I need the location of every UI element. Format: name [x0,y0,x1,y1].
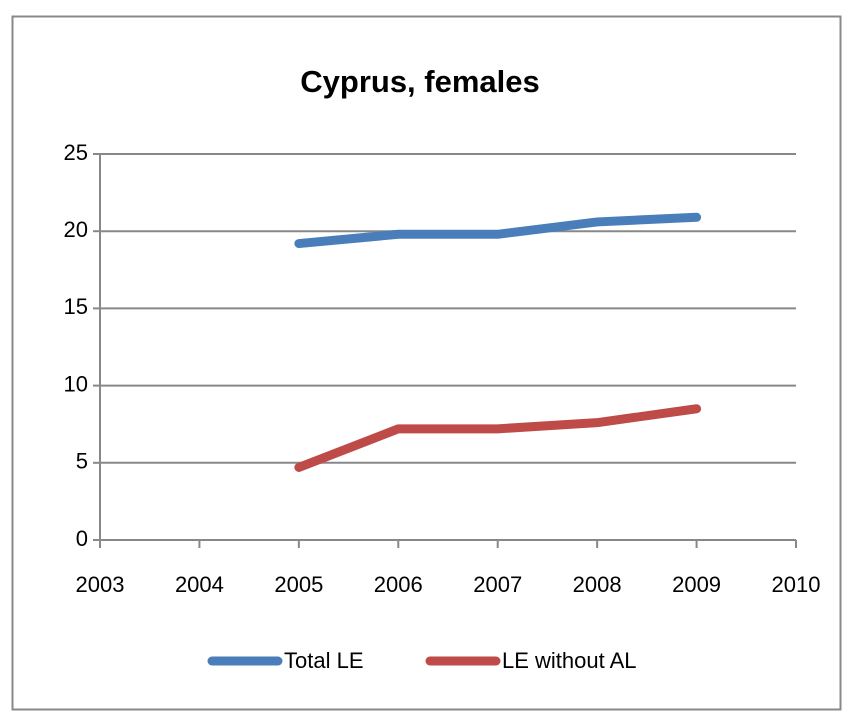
y-tick-label: 10 [64,371,88,396]
series-line [294,212,702,249]
x-tick-label: 2005 [274,572,323,597]
x-tick-label: 2006 [374,572,423,597]
x-tick-label: 2010 [772,572,821,597]
chart-frame [11,15,842,711]
y-tick-label: 5 [76,449,88,474]
y-tick-label: 25 [64,140,88,165]
x-tick-label: 2009 [672,572,721,597]
x-tick-label: 2003 [76,572,125,597]
x-tick-label: 2008 [573,572,622,597]
y-tick-label: 0 [76,526,88,551]
y-tick-label: 20 [64,217,88,242]
x-tick-label: 2007 [473,572,522,597]
legend-label: Total LE [284,648,364,673]
chart-title: Cyprus, females [300,64,540,99]
legend-label: LE without AL [502,648,637,673]
x-tick-label: 2004 [175,572,224,597]
y-tick-label: 15 [64,294,88,319]
series-line [294,404,702,472]
